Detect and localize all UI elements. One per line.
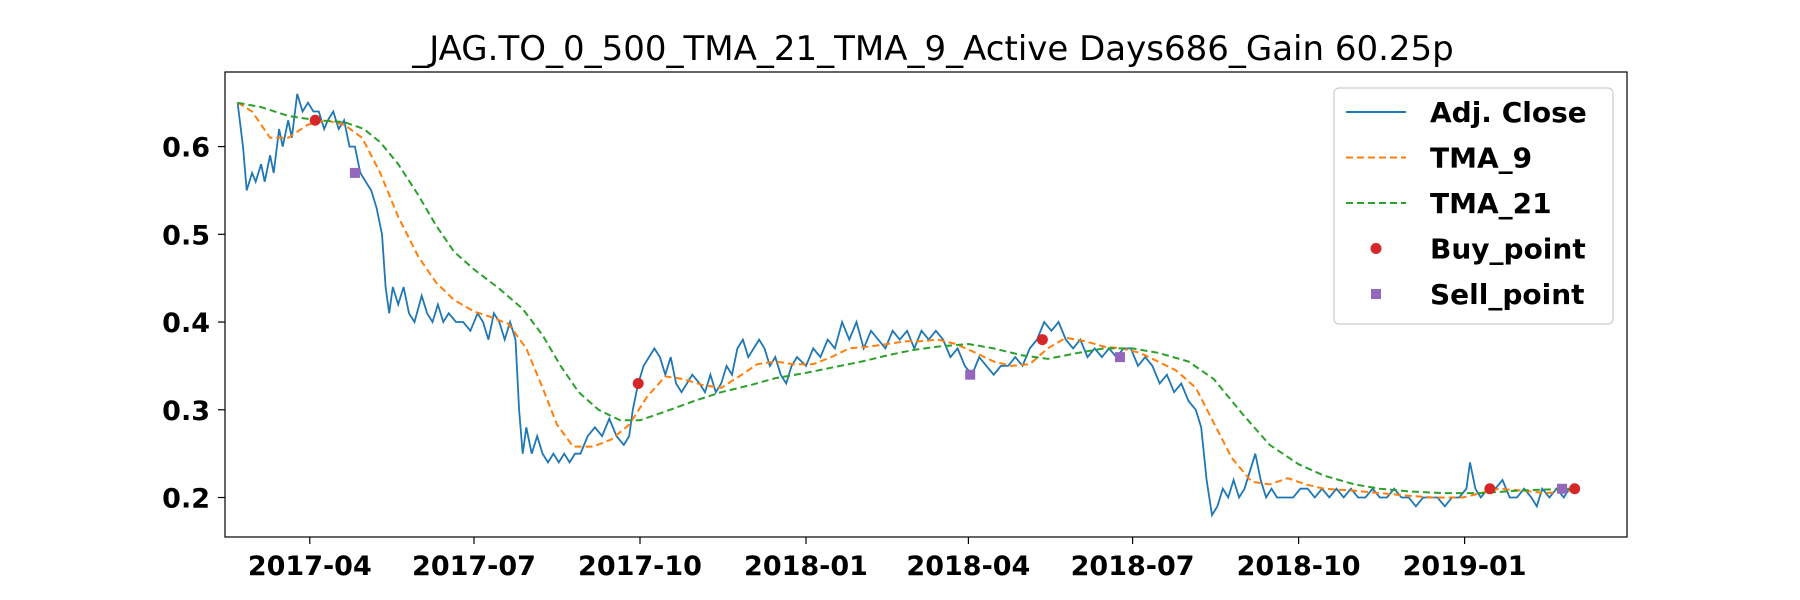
legend-item-tma-9: TMA_9 xyxy=(1346,142,1532,175)
x-tick-label: 2018-10 xyxy=(1237,551,1361,582)
sell-point-marker xyxy=(965,369,976,380)
x-tick-label: 2018-07 xyxy=(1071,551,1195,582)
sell-point-marker xyxy=(349,167,360,178)
buy-point-marker xyxy=(309,114,321,126)
x-tick-label: 2017-07 xyxy=(412,551,536,582)
x-tick-label: 2019-01 xyxy=(1403,551,1527,582)
series-line-adj-close xyxy=(236,93,1571,518)
chart-title: _JAG.TO_0_500_TMA_21_TMA_9_Active Days68… xyxy=(411,29,1454,69)
legend-item-adj-close: Adj. Close xyxy=(1346,96,1587,129)
y-axis: 0.2 0.3 0.4 0.5 0.6 xyxy=(162,133,225,515)
legend-swatch xyxy=(1371,289,1381,299)
y-tick-label: 0.6 xyxy=(162,133,210,164)
legend-item-buy-point: Buy_point xyxy=(1370,233,1586,266)
series-layer xyxy=(236,93,1571,518)
x-tick-label: 2018-04 xyxy=(906,551,1030,582)
y-tick-label: 0.4 xyxy=(162,308,210,339)
x-tick-label: 2017-04 xyxy=(248,551,372,582)
legend-label: Sell_point xyxy=(1430,278,1585,311)
legend-swatch xyxy=(1370,243,1382,254)
legend-label: TMA_21 xyxy=(1430,187,1552,220)
y-tick-label: 0.5 xyxy=(162,220,210,251)
buy-point-marker xyxy=(1036,334,1048,346)
marker-layer xyxy=(309,114,1581,495)
legend-box xyxy=(1333,87,1614,325)
x-axis: 2017-04 2017-07 2017-10 2018-01 2018-04 2018-… xyxy=(248,537,1527,582)
buy-point-marker xyxy=(1569,483,1581,495)
y-tick-label: 0.3 xyxy=(162,396,210,427)
sell-point-marker xyxy=(1114,352,1125,363)
x-tick-label: 2017-10 xyxy=(578,551,702,582)
series-line-tma-21 xyxy=(237,101,1570,495)
y-tick-label: 0.2 xyxy=(162,484,210,515)
plot-frame xyxy=(224,71,1628,538)
sell-point-marker xyxy=(1557,483,1568,494)
buy-point-marker xyxy=(1484,483,1496,495)
legend-item-sell-point: Sell_point xyxy=(1371,278,1585,311)
legend-label: TMA_9 xyxy=(1430,142,1532,175)
legend: Adj. Close TMA_9 TMA_21 Buy_point Sell_point xyxy=(1333,87,1614,325)
legend-item-tma-21: TMA_21 xyxy=(1346,187,1552,220)
legend-label: Adj. Close xyxy=(1430,96,1587,129)
legend-label: Buy_point xyxy=(1430,233,1586,266)
buy-point-marker xyxy=(632,377,644,389)
x-tick-label: 2018-01 xyxy=(744,551,868,582)
